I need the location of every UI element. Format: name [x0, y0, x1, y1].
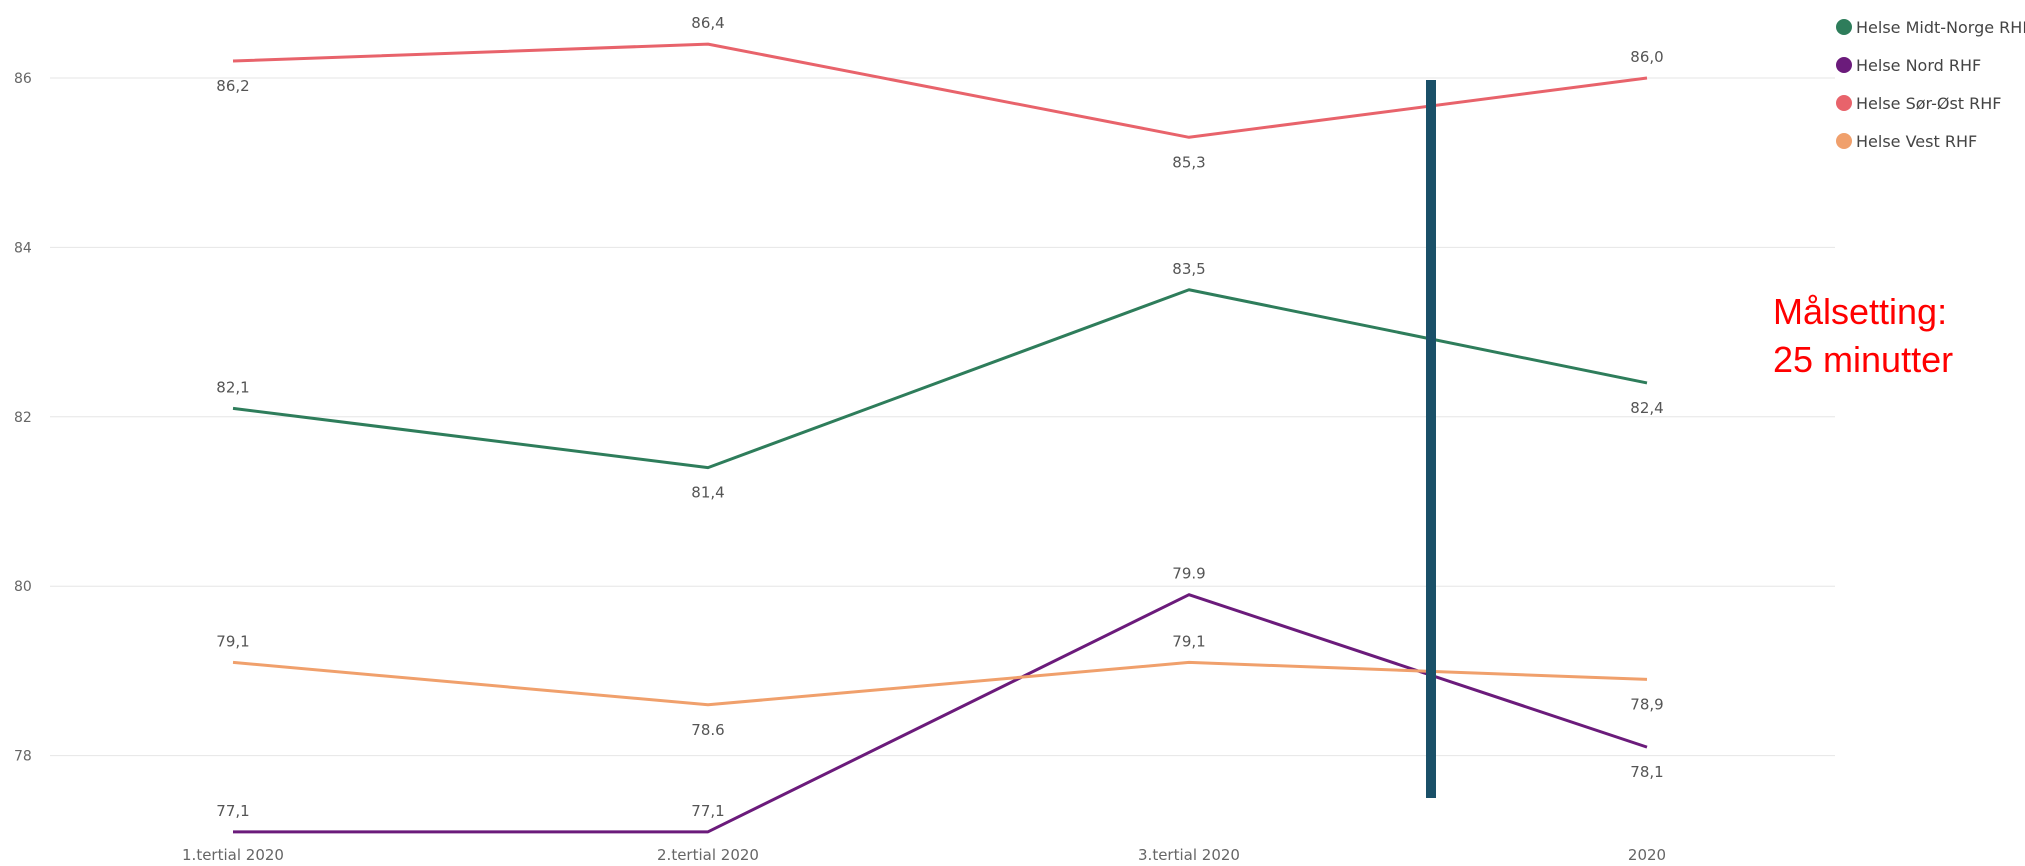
data-label: 86,2 [216, 77, 249, 95]
y-tick-label: 78 [14, 749, 32, 765]
legend: Helse Midt-Norge RHF Helse Nord RHF Helse … [1836, 8, 2025, 160]
legend-label: Helse Nord RHF [1856, 55, 1982, 75]
x-tick-label: 1.tertial 2020 [182, 846, 284, 864]
data-label: 78,9 [1630, 695, 1663, 713]
x-tick-label: 2.tertial 2020 [657, 846, 759, 864]
data-label: 86,4 [691, 14, 724, 32]
legend-label: Helse Vest RHF [1856, 131, 1978, 151]
legend-swatch-icon [1836, 133, 1852, 149]
data-label: 78.6 [691, 721, 724, 739]
legend-swatch-icon [1836, 57, 1852, 73]
data-labels: 82,1 81,4 83,5 82,4 77,1 77,1 79.9 78,1 86,2 86,4… [216, 14, 1663, 820]
data-label: 77,1 [691, 802, 724, 820]
series-line [232, 660, 1648, 707]
data-label: 79,1 [1172, 632, 1205, 650]
legend-item[interactable]: Helse Midt-Norge RHF [1836, 8, 2025, 46]
data-label: 79.9 [1172, 565, 1205, 583]
x-tick-label: 2020 [1628, 846, 1666, 864]
y-tick-label: 80 [14, 579, 32, 595]
legend-swatch-icon [1836, 19, 1852, 35]
legend-item[interactable]: Helse Vest RHF [1836, 122, 2025, 160]
data-label: 82,4 [1630, 399, 1663, 417]
legend-swatch-icon [1836, 95, 1852, 111]
y-tick-label: 82 [14, 410, 32, 426]
data-label: 77,1 [216, 802, 249, 820]
legend-item[interactable]: Helse Nord RHF [1836, 46, 2025, 84]
legend-label: Helse Sør-Øst RHF [1856, 93, 2002, 113]
target-annotation: Målsetting: 25 minutter [1773, 288, 1953, 384]
x-axis: 1.tertial 2020 2.tertial 2020 3.tertial 20… [182, 846, 1666, 864]
data-label: 78,1 [1630, 763, 1663, 781]
legend-label: Helse Midt-Norge RHF [1856, 17, 2025, 37]
annotation-line-2: 25 minutter [1773, 339, 1954, 380]
series-line [232, 288, 1648, 470]
target-marker-line [1426, 80, 1436, 798]
series-lines [232, 42, 1648, 834]
data-label: 82,1 [216, 378, 249, 396]
data-label: 79,1 [216, 632, 249, 650]
x-tick-label: 3.tertial 2020 [1138, 846, 1240, 864]
data-label: 81,4 [691, 484, 724, 502]
y-tick-label: 86 [14, 71, 32, 87]
y-axis: 78 80 82 84 86 [14, 71, 32, 765]
legend-item[interactable]: Helse Sør-Øst RHF [1836, 84, 2025, 122]
annotation-line-1: Målsetting: [1773, 291, 1948, 332]
data-label: 86,0 [1630, 48, 1663, 66]
series-line [232, 42, 1648, 139]
data-label: 83,5 [1172, 260, 1205, 278]
data-label: 85,3 [1172, 153, 1205, 171]
gridlines [50, 77, 1835, 757]
y-tick-label: 84 [14, 240, 32, 256]
